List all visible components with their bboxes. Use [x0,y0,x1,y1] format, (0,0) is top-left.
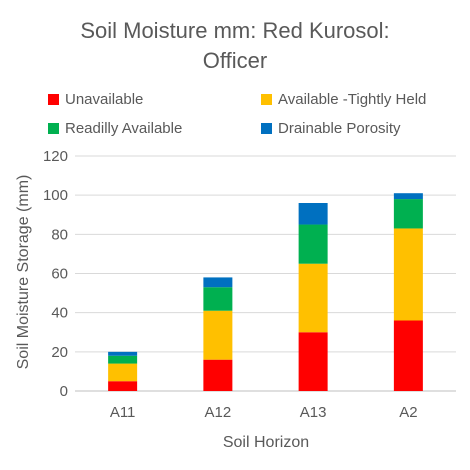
x-tick-label: A2 [399,404,417,421]
bars [108,193,423,391]
axis-ticks: 0 20 40 60 80 100 120 A11 A12 A13 A2 [43,148,418,421]
legend-label-available-tightly-held: Available -Tightly Held [278,90,427,108]
chart-title-line-2: Officer [202,48,268,73]
x-tick-label: A11 [110,404,136,421]
x-tick-label: A13 [300,404,327,421]
y-tick-label: 80 [51,226,68,243]
y-tick-label: 60 [51,266,68,283]
bar-segment-a2-available-tightly-held [393,228,423,321]
legend-item-readily-available: Readilly Available [48,118,182,138]
bar-segment-a11-drainable-porosity [108,351,138,356]
legend-swatch-available-tightly-held [261,93,272,105]
bar-segment-a13-unavailable [298,332,328,391]
bar-segment-a11-readilly-available [108,355,138,364]
bar-segment-a2-drainable-porosity [393,193,423,200]
legend-swatch-readily-available [48,122,59,134]
y-tick-label: 20 [51,344,68,361]
bar-segment-a12-drainable-porosity [203,277,233,288]
legend-swatch-unavailable [48,93,59,105]
y-tick-label: 100 [43,187,68,204]
legend-item-drainable-porosity: Drainable Porosity [261,118,401,138]
bar-segment-a13-readilly-available [298,224,328,264]
bar-segment-a11-unavailable [108,381,138,391]
bar-segment-a13-available-tightly-held [298,263,328,333]
legend-label-unavailable: Unavailable [65,90,144,108]
legend-item-available-tightly-held: Available -Tightly Held [261,89,426,109]
y-tick-label: 120 [43,148,68,165]
bar-segment-a12-unavailable [203,359,233,391]
chart-title: Soil Moisture mm: Red Kurosol: Officer [0,16,470,76]
x-tick-label: A12 [205,404,232,421]
y-tick-label: 0 [60,383,68,400]
legend-swatch-drainable-porosity [261,122,272,134]
bar-segment-a12-available-tightly-held [203,310,233,360]
y-axis-title: Soil Moisture Storage (mm) [15,175,32,370]
legend-item-unavailable: Unavailable [48,89,143,109]
bar-segment-a2-unavailable [393,320,423,391]
bar-segment-a12-readilly-available [203,287,233,311]
x-axis-title: Soil Horizon [223,434,309,451]
legend-label-readily-available: Readilly Available [65,119,183,137]
legend-label-drainable-porosity: Drainable Porosity [278,119,401,137]
bar-segment-a11-available-tightly-held [108,363,138,382]
bar-segment-a13-drainable-porosity [298,203,328,225]
chart-title-line-1: Soil Moisture mm: Red Kurosol: [80,18,390,43]
gridlines [75,155,456,392]
bar-segment-a2-readilly-available [393,199,423,229]
y-tick-label: 40 [51,305,68,322]
